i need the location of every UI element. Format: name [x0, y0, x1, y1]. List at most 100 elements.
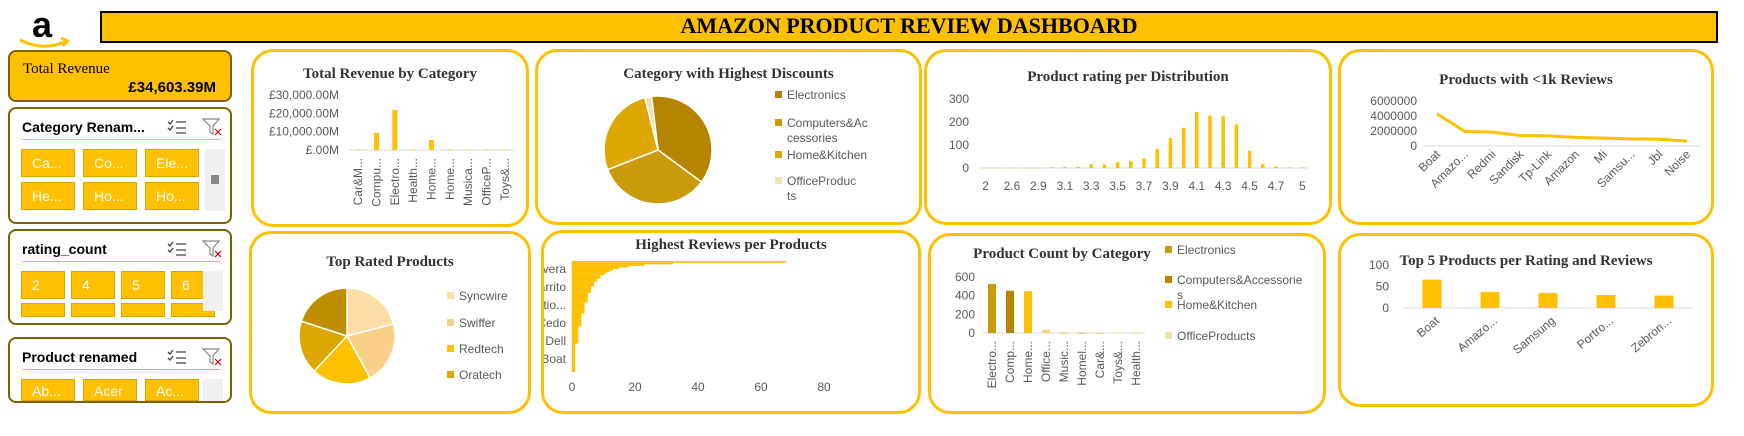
total-revenue-value: £34,603.39M [128, 79, 216, 96]
y-tick-label: 50 [1376, 280, 1390, 294]
slicer-item[interactable]: Ca... [21, 149, 75, 177]
bar [572, 335, 579, 338]
x-tick-label: 3.3 [1083, 179, 1100, 193]
y-tick-label: £20,000.00M [269, 106, 339, 120]
slicer-item[interactable]: Co... [83, 149, 137, 177]
x-tick-label: Homel... [1075, 341, 1089, 386]
bar [572, 303, 585, 306]
x-tick-label: Electro... [985, 341, 999, 388]
card-revenue-by-category: Total Revenue by Category £30,000.00M £20… [251, 49, 529, 227]
y-tick-label: 0 [968, 326, 975, 340]
bar [572, 299, 588, 301]
bar [572, 302, 585, 304]
bar [572, 368, 576, 371]
bar [1596, 295, 1616, 308]
y-tick-label: Dell [545, 334, 566, 348]
x-tick-label: Samsung [1510, 314, 1558, 357]
bar [572, 270, 610, 273]
x-tick-label: Toys&... [1111, 341, 1125, 384]
pie-slice [300, 287, 348, 338]
bar [572, 273, 604, 276]
bar [572, 319, 582, 322]
slicer-item[interactable]: Ho... [83, 182, 137, 210]
slicer-scrollbar[interactable] [203, 379, 223, 401]
slicer-item[interactable]: Ho... [145, 182, 199, 210]
slicer-item[interactable]: 5 [121, 271, 165, 299]
x-tick-label: 60 [754, 380, 768, 394]
legend-swatch [447, 319, 454, 326]
bar [572, 313, 582, 316]
legend-label: s [1177, 288, 1183, 302]
x-tick-label: Portro... [1574, 314, 1616, 352]
bar [572, 337, 579, 339]
card-product-count: Product Count by Category 0 200 400 600 Elec… [928, 233, 1326, 414]
multi-select-icon[interactable] [167, 241, 187, 257]
bar [1060, 332, 1068, 334]
bar [1042, 330, 1050, 333]
bar [465, 149, 471, 151]
slicer-item[interactable]: 2 [21, 271, 65, 299]
bar [572, 327, 579, 330]
bar [572, 300, 588, 303]
bar [572, 322, 582, 325]
bar [572, 311, 585, 314]
y-tick-label: Cedo [544, 316, 566, 330]
bar [1049, 167, 1054, 168]
y-tick-label: Multifunctio... [544, 298, 566, 312]
x-tick-label: Toys&... [498, 158, 512, 201]
bar [1115, 162, 1120, 168]
multi-select-icon[interactable] [167, 349, 187, 365]
highest-reviews-bar-chart: Inovera Larrito Multifunctio... Cedo Dell Boa… [544, 261, 831, 394]
slicer-title: Product renamed [22, 349, 138, 365]
bar [1221, 116, 1225, 168]
x-tick-label: 2.9 [1030, 179, 1047, 193]
pie-slice [346, 287, 395, 337]
slicer-item[interactable]: Acer [83, 379, 137, 401]
slicer-item[interactable]: 4 [71, 271, 115, 299]
slicer-scrollbar[interactable] [203, 271, 223, 311]
bar [1010, 167, 1014, 169]
y-tick-label: Larrito [544, 280, 566, 294]
x-tick-label: Health... [1129, 341, 1143, 386]
slicer-scrollbar[interactable] [205, 149, 225, 211]
slicer-title: rating_count [22, 241, 107, 257]
bar [572, 345, 576, 347]
dashboard-title: AMAZON PRODUCT REVIEW DASHBOARD [680, 13, 1138, 38]
slicer-item-partial[interactable] [121, 303, 165, 317]
bar [447, 149, 453, 151]
bar [1114, 332, 1122, 334]
x-tick-label: Mi [1591, 147, 1610, 166]
bar [572, 294, 588, 297]
slicer-item-partial[interactable] [21, 303, 65, 317]
legend-swatch [447, 371, 454, 378]
slicer-item[interactable]: Ac... [145, 379, 199, 401]
bar [1023, 167, 1027, 169]
legend-swatch [775, 119, 782, 126]
slicer-item[interactable]: He... [21, 182, 75, 210]
bar [572, 343, 576, 346]
slicer-item[interactable]: Ele... [145, 149, 199, 177]
slicer-rating-count[interactable]: rating_count 2 4 5 6 [8, 229, 232, 325]
clear-filter-icon[interactable] [202, 348, 222, 366]
slicer-item[interactable]: Ab... [21, 379, 75, 401]
bar [572, 276, 601, 279]
bar [1063, 167, 1067, 168]
clear-filter-icon[interactable] [202, 118, 222, 136]
x-tick-label: 80 [817, 380, 831, 394]
multi-select-icon[interactable] [167, 119, 187, 135]
bar [502, 149, 508, 151]
pie-slice [643, 95, 659, 151]
y-tick-label: 100 [1369, 258, 1389, 272]
slicer-item-partial[interactable] [71, 303, 115, 317]
bar [572, 262, 673, 265]
bar [1208, 115, 1212, 168]
bar [572, 326, 579, 328]
legend-label: Swiffer [459, 316, 495, 330]
bar [1181, 127, 1186, 168]
slicer-category[interactable]: Category Renam... Ca... Co... Ele... He.… [8, 107, 232, 224]
scrollbar-thumb[interactable] [211, 175, 219, 184]
bar [572, 310, 585, 312]
bar [572, 267, 620, 270]
slicer-product[interactable]: Product renamed Ab... Acer Ac... [8, 337, 232, 403]
clear-filter-icon[interactable] [202, 240, 222, 258]
